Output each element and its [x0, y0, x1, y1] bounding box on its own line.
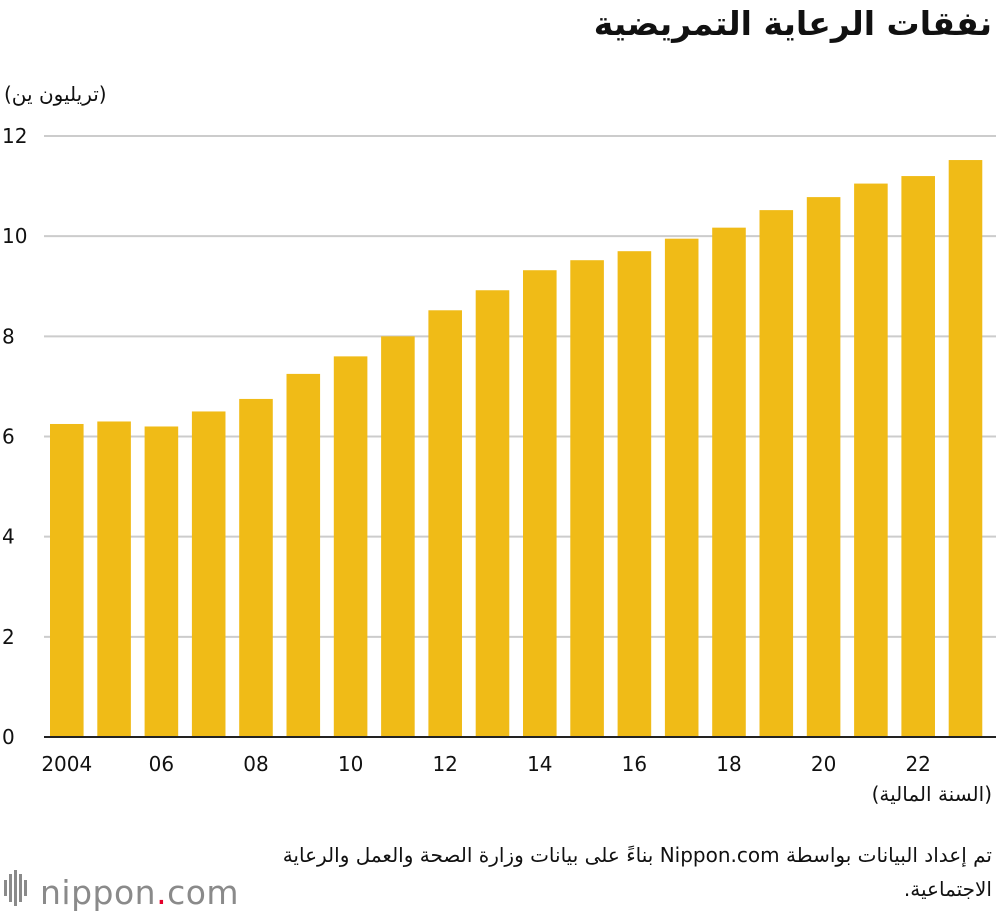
bar-2013 [475, 290, 510, 737]
bar-2019 [759, 210, 794, 737]
y-tick-label: 2 [2, 625, 15, 649]
y-tick-label: 8 [2, 324, 15, 348]
y-tick-label: 10 [2, 224, 27, 248]
chart-title: نفقات الرعاية التمريضية [593, 4, 992, 43]
bar-2018 [712, 227, 746, 737]
bar-2014 [523, 270, 557, 737]
bar-2021 [854, 183, 888, 737]
x-tick-label: 18 [716, 752, 741, 776]
x-tick-label: 20 [811, 752, 836, 776]
x-tick-label: 14 [527, 752, 552, 776]
bar-2010 [333, 356, 368, 737]
x-tick-label: 10 [338, 752, 363, 776]
y-tick-label: 6 [2, 425, 15, 449]
y-axis-label: (تريليون ين) [4, 82, 107, 106]
x-tick-label: 16 [622, 752, 647, 776]
x-tick-label: 2004 [41, 752, 92, 776]
bar-2017 [664, 238, 699, 737]
x-tick-label: 08 [243, 752, 268, 776]
bar-2023 [948, 160, 983, 738]
nippon-logo: nippon. com [2, 870, 240, 914]
bar-2005 [97, 421, 131, 737]
bar-2015 [570, 260, 604, 737]
y-tick-label: 4 [2, 525, 15, 549]
x-tick-label: 12 [432, 752, 457, 776]
x-tick-label: 22 [905, 752, 930, 776]
bar-2006 [144, 426, 179, 737]
x-tick-label: 06 [149, 752, 174, 776]
nippon-logo-icon [2, 870, 32, 914]
logo-dot: . [156, 872, 168, 912]
bar-2007 [191, 411, 226, 737]
logo-name: nippon [40, 872, 157, 912]
bar-2016 [617, 251, 652, 738]
bar-chart: 0 2 4 6 8 10 12 2004 06 08 10 12 14 16 18 20 22 [2, 124, 996, 776]
logo-suffix: com [167, 872, 240, 912]
y-tick-label: 12 [2, 124, 27, 148]
bar-2004 [50, 423, 84, 737]
bar-2020 [806, 197, 841, 737]
bar-2009 [286, 373, 321, 737]
bar-2022 [901, 176, 935, 738]
x-axis-label: (السنة المالية) [871, 782, 992, 806]
bar-2008 [239, 398, 273, 737]
source-note: تم إعداد البيانات بواسطة Nippon.com بناء… [282, 843, 992, 901]
bar-2012 [428, 310, 462, 737]
y-tick-label: 0 [2, 725, 15, 749]
bar-2011 [381, 336, 415, 737]
